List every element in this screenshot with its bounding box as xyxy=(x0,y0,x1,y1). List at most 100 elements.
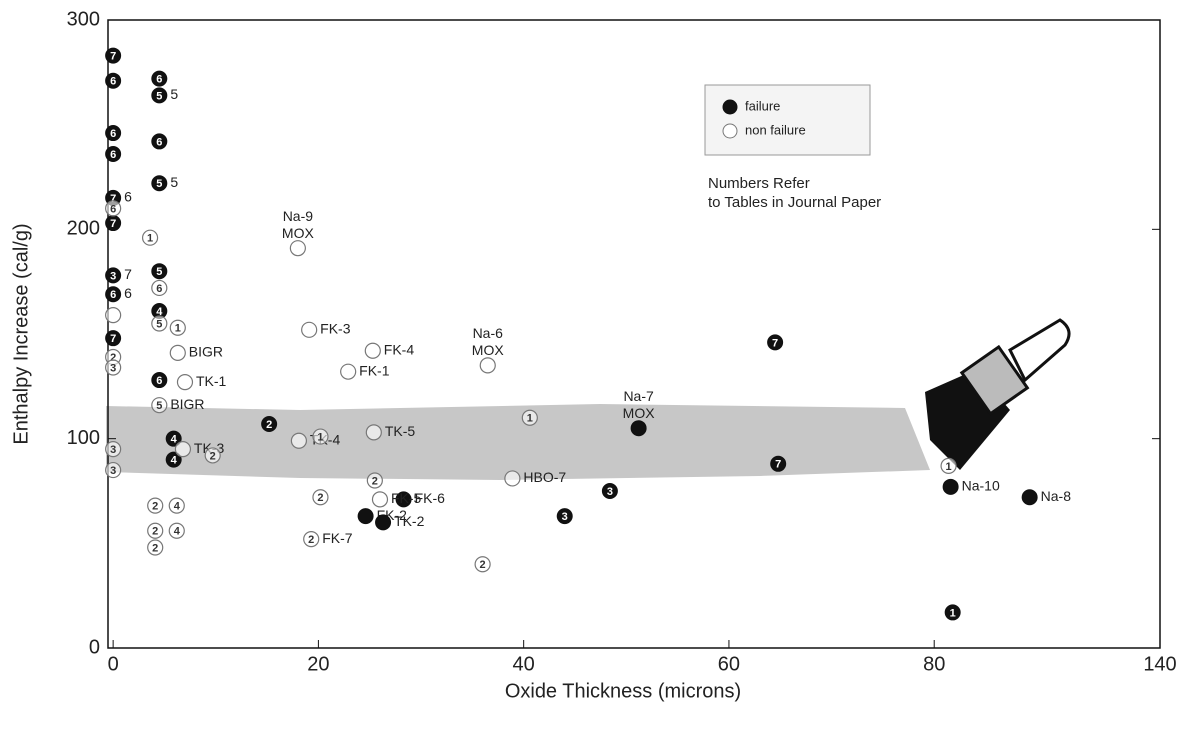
data-point xyxy=(165,451,182,468)
data-point xyxy=(151,70,168,87)
point-mark: 7 xyxy=(110,50,116,62)
point-note: FK-3 xyxy=(320,321,351,337)
point-note: BIGR xyxy=(170,396,204,412)
y-tick-label: 100 xyxy=(67,427,100,449)
legend-box xyxy=(704,84,871,156)
data-point xyxy=(942,478,959,495)
data-point xyxy=(770,455,787,472)
data-point xyxy=(556,508,573,525)
point-mark: 2 xyxy=(152,501,158,513)
point-note: FK-6 xyxy=(415,490,446,506)
data-point xyxy=(151,175,168,192)
point-mark: 1 xyxy=(147,233,153,245)
point-note: TK-1 xyxy=(196,373,227,389)
point-mark: 6 xyxy=(110,128,116,140)
point-mark: 6 xyxy=(156,74,162,86)
point-note: BIGR xyxy=(189,344,223,360)
data-point xyxy=(290,432,307,449)
data-point xyxy=(151,279,168,297)
data-point xyxy=(105,359,122,376)
point-mark: 1 xyxy=(950,607,956,619)
point-note: MOX xyxy=(282,225,315,241)
point-note: TK-2 xyxy=(394,513,425,529)
data-point xyxy=(289,240,306,257)
data-point xyxy=(105,330,122,347)
point-mark: 3 xyxy=(110,465,116,477)
legend-marker xyxy=(722,123,738,139)
data-point xyxy=(767,334,784,351)
point-mark: 6 xyxy=(156,136,162,148)
point-mark: 2 xyxy=(480,559,486,571)
point-mark: 5 xyxy=(156,400,162,412)
point-mark: 3 xyxy=(110,270,116,282)
data-point xyxy=(364,342,381,359)
point-note: FK-7 xyxy=(322,530,353,546)
point-mark: 2 xyxy=(317,492,323,504)
data-point xyxy=(168,497,185,514)
data-point xyxy=(105,307,122,324)
data-point xyxy=(340,363,357,380)
data-point xyxy=(357,508,374,525)
data-point xyxy=(105,72,122,89)
point-mark: 2 xyxy=(110,352,116,364)
point-mark: 6 xyxy=(110,76,116,88)
point-note: 5 xyxy=(170,86,178,102)
data-point xyxy=(371,491,389,508)
point-mark: 6 xyxy=(110,289,116,301)
data-point xyxy=(312,489,329,506)
point-note: MOX xyxy=(472,342,505,358)
data-point xyxy=(940,457,957,474)
data-point xyxy=(521,409,538,426)
plot-frame xyxy=(107,19,1161,649)
point-note: Na-6 xyxy=(473,325,504,341)
x-tick-label: 60 xyxy=(718,653,740,675)
point-mark: 3 xyxy=(562,511,568,523)
data-point xyxy=(169,319,186,336)
point-mark: 3 xyxy=(110,362,116,374)
data-point xyxy=(151,87,168,104)
paintbrush xyxy=(925,318,1071,470)
data-point xyxy=(105,441,122,458)
data-point xyxy=(303,531,320,548)
data-point xyxy=(261,416,278,433)
data-point xyxy=(312,428,329,445)
data-point xyxy=(174,441,192,458)
point-mark: 5 xyxy=(156,90,162,102)
point-note: 6 xyxy=(124,189,132,205)
data-point xyxy=(395,491,412,508)
data-point xyxy=(147,497,164,514)
y-axis-title: Enthalpy Increase (cal/g) xyxy=(10,223,32,444)
point-mark: 2 xyxy=(210,450,216,462)
point-note: FK-1 xyxy=(359,362,390,378)
point-mark: 6 xyxy=(110,203,116,215)
data-point xyxy=(105,461,122,479)
data-point xyxy=(169,344,186,361)
point-note: FK-5 xyxy=(391,490,422,506)
data-point xyxy=(375,514,392,531)
legend-label: failure xyxy=(745,98,780,113)
data-point xyxy=(141,229,159,246)
data-point xyxy=(479,357,496,374)
data-point xyxy=(630,420,647,437)
y-tick-label: 300 xyxy=(67,8,100,30)
data-point xyxy=(474,556,491,573)
point-mark: 2 xyxy=(152,542,158,554)
x-tick-label: 80 xyxy=(923,653,945,675)
point-note: Na-7 xyxy=(623,388,654,404)
y-tick-label: 0 xyxy=(89,636,100,658)
data-point xyxy=(147,522,164,539)
point-note: 6 xyxy=(124,285,132,301)
point-note: 5 xyxy=(170,174,178,190)
point-mark: 7 xyxy=(110,218,116,230)
data-point xyxy=(105,200,122,217)
point-mark: 4 xyxy=(174,501,181,513)
data-point xyxy=(147,539,164,556)
data-point xyxy=(366,472,383,489)
data-point xyxy=(105,125,122,142)
data-point xyxy=(176,374,194,391)
point-note: Na-8 xyxy=(1041,488,1072,504)
data-point xyxy=(1021,489,1038,506)
x-tick-label: 20 xyxy=(307,653,329,675)
data-point xyxy=(151,263,168,280)
